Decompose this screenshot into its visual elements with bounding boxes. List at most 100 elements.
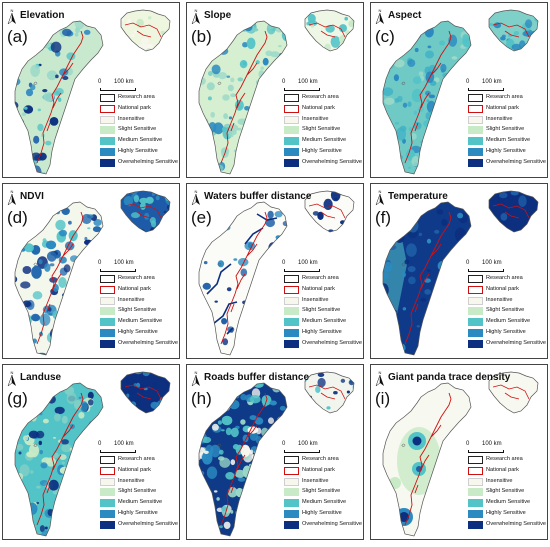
svg-text:N: N	[379, 370, 382, 375]
panel-label: (d)	[7, 208, 28, 227]
legend-swatch	[468, 285, 483, 294]
legend-item: Insensitive	[468, 296, 547, 307]
legend-item: Overwhelming Sensitive	[284, 339, 363, 350]
legend-swatch	[100, 328, 115, 337]
scale-start: 0	[466, 441, 470, 447]
panel-label: (b)	[191, 27, 212, 46]
legend-item: Highly Sensitive	[468, 328, 547, 339]
legend-item: Slight Sensitive	[468, 125, 547, 136]
legend-swatch	[468, 488, 483, 497]
legend: Research area National park Insensitive Sli…	[100, 455, 179, 531]
legend-item: Research area	[284, 93, 363, 104]
legend-item: National park	[284, 104, 363, 115]
legend-label: Highly Sensitive	[302, 509, 342, 516]
legend-label: Slight Sensitive	[302, 307, 341, 314]
map-panel-e: N Waters buffer distance (e) 0 100 km Researc…	[186, 183, 364, 359]
legend-label: Highly Sensitive	[118, 509, 158, 516]
scale-bar: 0 100 km	[282, 79, 324, 95]
legend-item: Overwhelming Sensitive	[468, 339, 547, 350]
legend-swatch	[100, 477, 115, 486]
scale-bar-line	[468, 269, 504, 272]
legend-swatch	[468, 318, 483, 327]
legend-item: Insensitive	[100, 296, 179, 307]
legend-swatch	[284, 115, 299, 124]
legend-label: Highly Sensitive	[486, 328, 526, 335]
panel-title: Temperature	[388, 191, 448, 202]
svg-text:N: N	[195, 8, 198, 13]
legend-label: Insensitive	[302, 115, 329, 122]
legend-label: National park	[302, 104, 335, 111]
legend-label: Insensitive	[118, 115, 145, 122]
panel-title: Waters buffer distance	[204, 191, 312, 202]
scale-bar-line	[100, 269, 136, 272]
legend-label: Medium Sensitive	[118, 499, 163, 506]
svg-text:N: N	[195, 189, 198, 194]
scale-end: 100 km	[298, 441, 318, 447]
scale-start: 0	[466, 79, 470, 85]
legend-label: National park	[486, 285, 519, 292]
legend-item: Research area	[284, 455, 363, 466]
legend-label: Research area	[302, 275, 339, 281]
legend-swatch	[284, 318, 299, 327]
legend-item: Research area	[468, 455, 547, 466]
sensitivity-map	[198, 190, 355, 356]
legend-item: Highly Sensitive	[100, 328, 179, 339]
panel-title: Slope	[204, 10, 232, 21]
svg-text:N: N	[195, 370, 198, 375]
legend-item: Overwhelming Sensitive	[284, 158, 363, 169]
legend-item: Slight Sensitive	[284, 306, 363, 317]
legend-swatch	[284, 275, 299, 283]
panel-label: (f)	[375, 208, 392, 227]
legend-swatch	[100, 94, 115, 102]
legend-item: Research area	[100, 455, 179, 466]
legend-swatch	[100, 318, 115, 327]
scale-bar-line	[100, 88, 136, 91]
legend-swatch	[468, 509, 483, 518]
panel-label: (c)	[375, 27, 395, 46]
north-arrow-icon: N	[375, 8, 384, 24]
legend-item: National park	[284, 285, 363, 296]
scale-bar: 0 100 km	[98, 260, 140, 276]
legend-label: National park	[302, 466, 335, 473]
scale-end: 100 km	[114, 260, 134, 266]
legend-item: Highly Sensitive	[468, 509, 547, 520]
legend-item: Insensitive	[284, 296, 363, 307]
legend-swatch	[284, 296, 299, 305]
map-panel-c: N Aspect (c) 0 100 km Research area National p…	[370, 2, 548, 178]
legend-label: Highly Sensitive	[302, 147, 342, 154]
legend-item: Overwhelming Sensitive	[284, 520, 363, 531]
legend-item: Highly Sensitive	[100, 509, 179, 520]
panel-label: (e)	[191, 208, 212, 227]
panel-label: (g)	[7, 389, 28, 408]
north-arrow-icon: N	[191, 370, 200, 386]
legend-swatch	[468, 477, 483, 486]
scale-bar: 0 100 km	[282, 260, 324, 276]
legend-item: Medium Sensitive	[284, 136, 363, 147]
sensitivity-map	[382, 190, 539, 356]
legend-item: Research area	[100, 274, 179, 285]
legend-swatch	[284, 488, 299, 497]
legend-label: Medium Sensitive	[302, 499, 347, 506]
legend: Research area National park Insensitive Sli…	[284, 93, 363, 169]
map-panel-d: N NDVI (d) 0 100 km Research area National par…	[2, 183, 180, 359]
legend-swatch	[468, 328, 483, 337]
svg-text:N: N	[11, 370, 14, 375]
legend-swatch	[468, 126, 483, 135]
legend: Research area National park Insensitive Sli…	[100, 93, 179, 169]
scale-start: 0	[466, 260, 470, 266]
legend-swatch	[100, 456, 115, 464]
legend-label: Insensitive	[486, 477, 513, 484]
legend-swatch	[284, 147, 299, 156]
legend: Research area National park Insensitive Sli…	[100, 274, 179, 350]
legend-item: National park	[100, 285, 179, 296]
legend-label: National park	[486, 466, 519, 473]
scale-bar-line	[468, 88, 504, 91]
legend-label: Medium Sensitive	[486, 137, 531, 144]
legend-swatch	[284, 328, 299, 337]
legend-swatch	[468, 94, 483, 102]
legend-label: Overwhelming Sensitive	[486, 339, 547, 346]
legend-item: Medium Sensitive	[100, 136, 179, 147]
legend-swatch	[468, 339, 483, 348]
north-arrow-icon: N	[375, 370, 384, 386]
legend-swatch	[468, 137, 483, 146]
